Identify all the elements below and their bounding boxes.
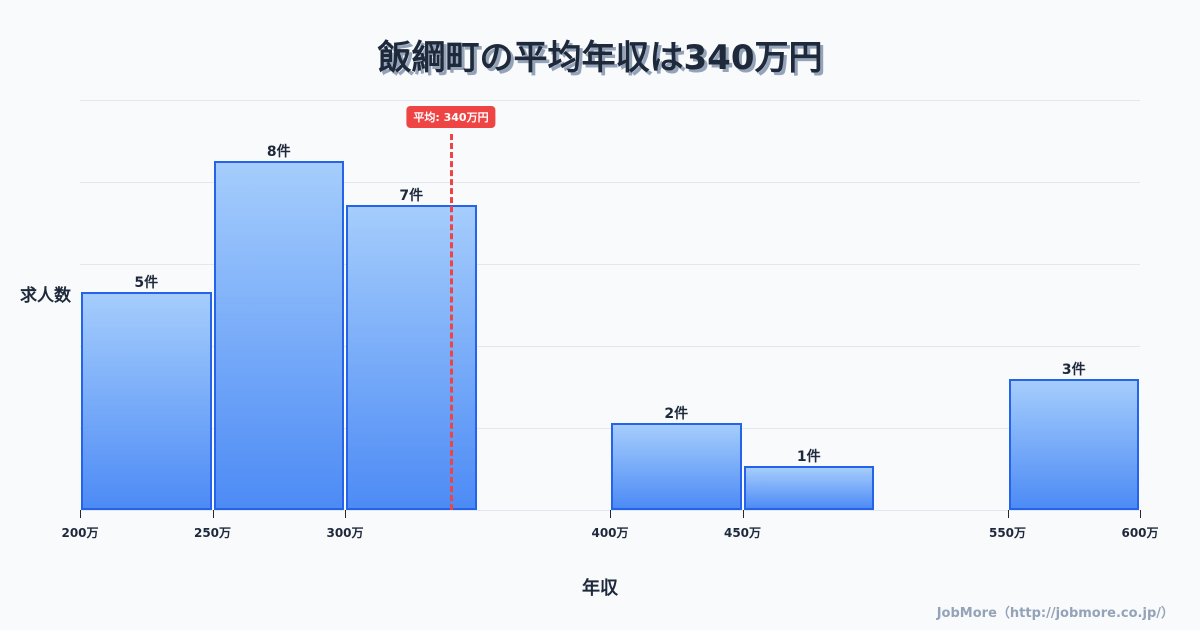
x-tick <box>1007 510 1009 518</box>
bar-value-label: 3件 <box>1061 362 1086 379</box>
x-tick <box>610 510 611 518</box>
gridline <box>80 100 1140 101</box>
average-badge: 平均: 340万円 <box>406 106 496 128</box>
chart-title: 飯綱町の平均年収は340万円 <box>377 38 823 78</box>
histogram-bar <box>81 291 212 510</box>
x-tick <box>80 510 81 518</box>
average-line <box>450 134 453 510</box>
x-tick-label: 450万 <box>723 526 762 540</box>
histogram-bar <box>346 204 477 510</box>
gridline <box>80 428 1140 429</box>
bar-value-label: 7件 <box>399 187 424 204</box>
x-axis-label: 年収 <box>582 578 618 599</box>
gridline <box>80 346 1140 347</box>
gridline <box>80 264 1140 265</box>
y-axis-label: 求人数 <box>20 286 71 306</box>
x-tick-label: 200万 <box>61 526 99 540</box>
source-credit: JobMore（http://jobmore.co.jp/） <box>936 606 1174 621</box>
bar-value-label: 1件 <box>796 449 821 466</box>
bar-value-label: 5件 <box>134 274 159 291</box>
x-tick-label: 600万 <box>1121 526 1159 540</box>
histogram-bar <box>213 161 344 510</box>
bar-value-label: 8件 <box>266 144 291 161</box>
gridline <box>80 182 1140 183</box>
x-tick-label: 250万 <box>193 526 232 540</box>
histogram-bar <box>743 466 874 510</box>
x-tick <box>742 510 744 518</box>
plot-area: 5件 8件 7件 2件 1件 3件 200万 250万 300万 400万 450万 550万 600万… <box>61 100 1159 540</box>
x-tick <box>212 510 214 518</box>
x-tick <box>1140 510 1141 518</box>
x-tick-label: 550万 <box>988 526 1027 540</box>
x-tick-label: 300万 <box>326 526 364 540</box>
bar-value-label: 2件 <box>664 405 689 422</box>
histogram-bar <box>611 422 742 510</box>
x-tick <box>345 510 346 518</box>
x-tick-label: 400万 <box>591 526 629 540</box>
histogram-bar <box>1008 379 1139 510</box>
